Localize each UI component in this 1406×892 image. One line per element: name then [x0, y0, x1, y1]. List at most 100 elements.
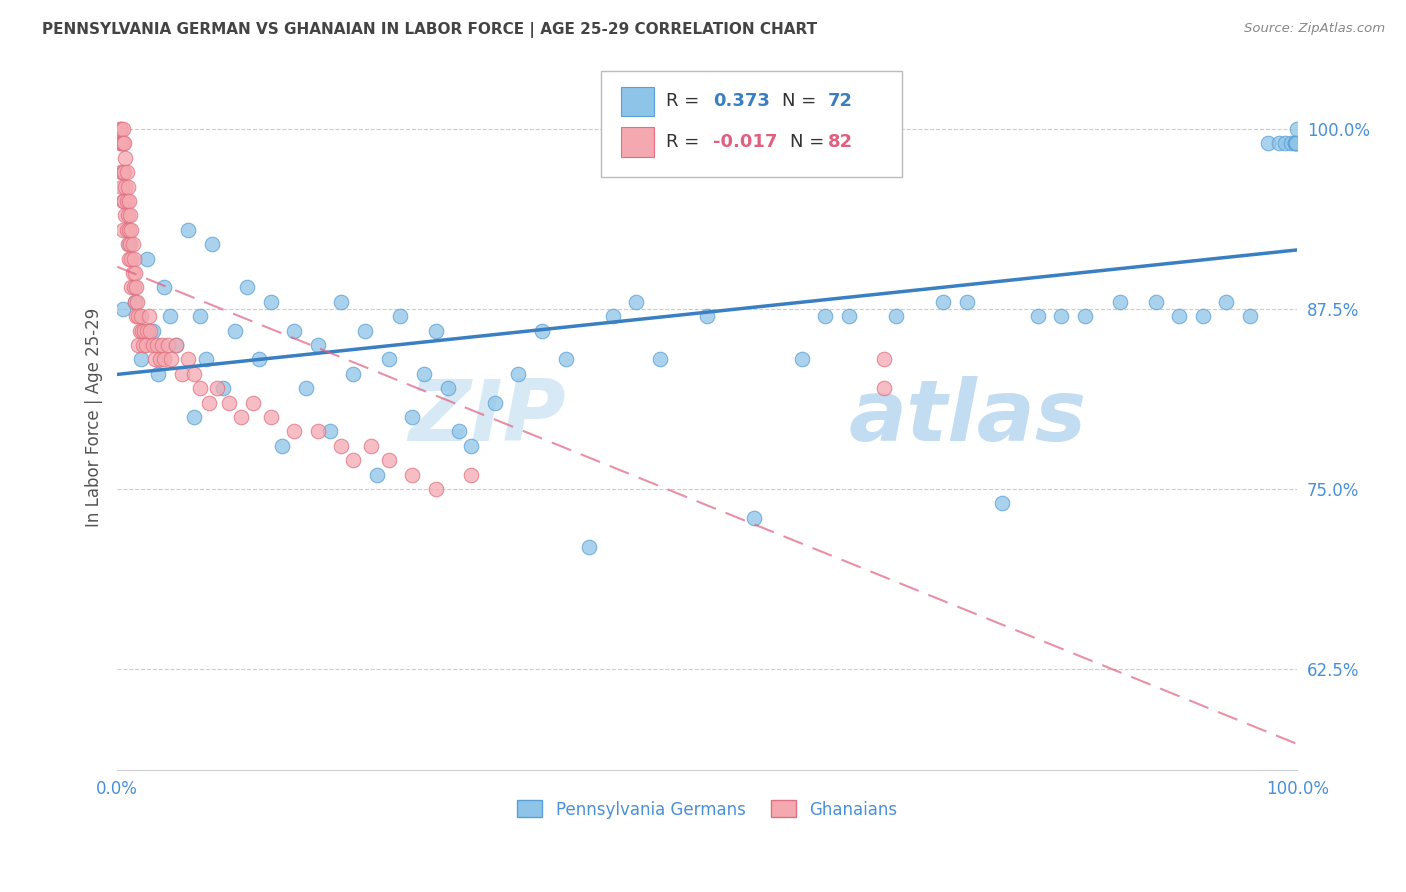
Point: [212, 381, 235, 395]
Point: [838, 309, 860, 323]
Point: [413, 367, 436, 381]
Point: [149, 352, 172, 367]
Text: N =: N =: [790, 133, 830, 151]
Point: [1239, 309, 1261, 323]
Point: [148, 367, 170, 381]
Point: [112, 165, 135, 179]
Point: [146, 338, 169, 352]
Point: [135, 324, 157, 338]
Point: [124, 294, 146, 309]
Text: atlas: atlas: [849, 376, 1087, 458]
Point: [1279, 136, 1302, 151]
Point: [1284, 136, 1306, 151]
Text: Source: ZipAtlas.com: Source: ZipAtlas.com: [1244, 22, 1385, 36]
Point: [224, 324, 246, 338]
Point: [177, 223, 200, 237]
Point: [118, 223, 141, 237]
Point: [956, 294, 979, 309]
Point: [814, 309, 837, 323]
Point: [307, 338, 329, 352]
Point: [120, 208, 142, 222]
Point: [991, 496, 1014, 510]
Point: [125, 309, 148, 323]
Point: [112, 301, 135, 316]
Point: [115, 223, 138, 237]
Point: [177, 352, 200, 367]
Point: [744, 511, 766, 525]
Point: [120, 280, 142, 294]
Point: [111, 179, 134, 194]
Point: [229, 410, 252, 425]
Point: [110, 165, 132, 179]
Point: [127, 294, 149, 309]
Point: [120, 252, 142, 266]
Text: PENNSYLVANIA GERMAN VS GHANAIAN IN LABOR FORCE | AGE 25-29 CORRELATION CHART: PENNSYLVANIA GERMAN VS GHANAIAN IN LABOR…: [42, 22, 817, 38]
Point: [283, 425, 305, 439]
Point: [138, 309, 160, 323]
Point: [198, 395, 221, 409]
Point: [295, 381, 318, 395]
Point: [1074, 309, 1097, 323]
Point: [183, 367, 205, 381]
Point: [1284, 136, 1306, 151]
Point: [129, 309, 152, 323]
FancyBboxPatch shape: [600, 71, 901, 177]
Point: [135, 252, 157, 266]
Point: [142, 338, 165, 352]
Point: [142, 324, 165, 338]
Point: [218, 395, 240, 409]
Point: [790, 352, 813, 367]
Text: N =: N =: [782, 93, 821, 111]
Point: [108, 121, 131, 136]
Point: [696, 309, 718, 323]
Point: [377, 453, 399, 467]
Point: [648, 352, 671, 367]
Point: [108, 136, 131, 151]
Point: [259, 294, 281, 309]
Point: [530, 324, 553, 338]
Point: [1109, 294, 1132, 309]
Point: [242, 395, 264, 409]
Point: [165, 338, 187, 352]
Point: [884, 309, 907, 323]
Text: 82: 82: [828, 133, 852, 151]
Point: [1144, 294, 1167, 309]
Point: [460, 467, 482, 482]
Point: [425, 324, 447, 338]
Point: [143, 352, 166, 367]
Point: [114, 179, 136, 194]
Point: [360, 439, 382, 453]
Point: [401, 410, 423, 425]
Point: [259, 410, 281, 425]
Point: [153, 280, 176, 294]
Point: [127, 338, 149, 352]
Point: [1026, 309, 1049, 323]
Point: [153, 352, 176, 367]
Point: [127, 309, 149, 323]
Point: [121, 266, 143, 280]
Point: [115, 165, 138, 179]
Point: [134, 324, 156, 338]
Point: [129, 352, 152, 367]
Point: [112, 194, 135, 208]
Point: [134, 338, 156, 352]
Point: [118, 252, 141, 266]
Point: [183, 410, 205, 425]
Point: [112, 136, 135, 151]
Point: [1050, 309, 1073, 323]
Text: 0.373: 0.373: [713, 93, 770, 111]
Point: [1286, 121, 1309, 136]
Point: [159, 309, 181, 323]
Point: [150, 338, 173, 352]
Point: [283, 324, 305, 338]
Point: [236, 280, 259, 294]
Point: [318, 425, 340, 439]
Point: [449, 425, 471, 439]
Point: [112, 194, 135, 208]
Text: R =: R =: [666, 133, 704, 151]
Y-axis label: In Labor Force | Age 25-29: In Labor Force | Age 25-29: [86, 308, 103, 526]
Point: [626, 294, 648, 309]
Point: [1215, 294, 1237, 309]
Point: [115, 194, 138, 208]
Point: [128, 324, 150, 338]
